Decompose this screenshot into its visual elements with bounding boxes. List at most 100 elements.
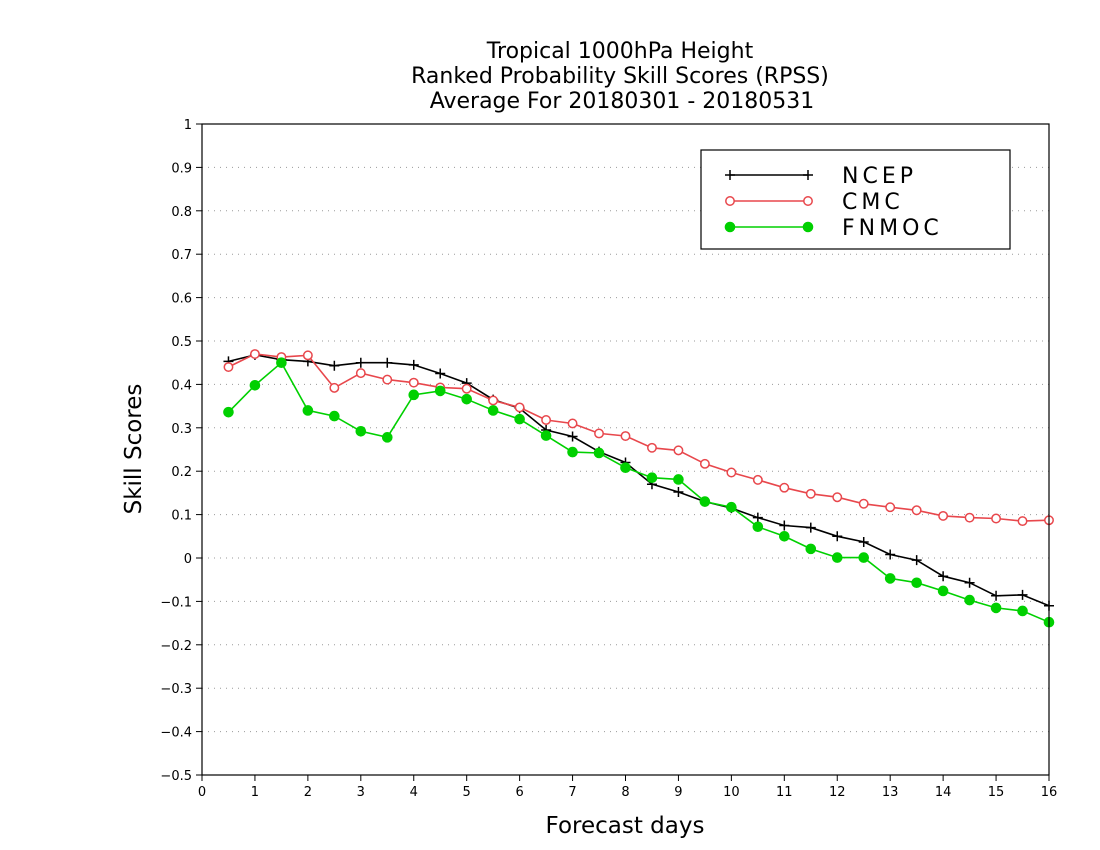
fnmoc-point xyxy=(540,430,552,441)
y-tick-label: 0.5 xyxy=(171,335,192,350)
x-tick-label: 3 xyxy=(357,785,365,800)
legend-marker xyxy=(725,170,735,180)
fnmoc-point xyxy=(779,531,790,542)
cmc-point xyxy=(885,502,896,513)
legend-marker xyxy=(803,196,813,206)
ncep-point xyxy=(779,520,790,531)
ncep-point xyxy=(885,549,896,560)
cmc-point xyxy=(938,510,949,521)
legend-label: FNMOC xyxy=(842,216,943,241)
legend-entry-ncep: NCEP xyxy=(725,164,917,189)
cmc-point xyxy=(382,374,393,385)
y-tick-label: 0.1 xyxy=(171,509,192,524)
fnmoc-point xyxy=(514,413,525,425)
x-tick-label: 16 xyxy=(1041,785,1058,800)
chart-title: Tropical 1000hPa Height Ranked Probabili… xyxy=(411,39,829,114)
series-cmc xyxy=(223,349,1054,527)
ncep-point xyxy=(991,590,1002,601)
x-tick-label: 13 xyxy=(882,785,899,800)
cmc-point xyxy=(779,482,790,493)
fnmoc-point xyxy=(487,405,499,416)
cmc-point xyxy=(355,368,366,379)
x-tick-label: 0 xyxy=(198,785,206,800)
ncep-point xyxy=(858,536,869,547)
x-tick-label: 5 xyxy=(463,785,471,800)
x-tick-label: 11 xyxy=(776,785,793,800)
cmc-point xyxy=(726,467,737,478)
fnmoc-point xyxy=(646,472,658,484)
ncep-point xyxy=(329,360,340,371)
fnmoc-point xyxy=(964,594,975,606)
x-tick-label: 7 xyxy=(568,785,576,800)
series-layer xyxy=(223,349,1055,628)
legend-entry-cmc: CMC xyxy=(725,190,904,215)
cmc-point xyxy=(329,382,340,393)
cmc-point xyxy=(858,498,869,509)
y-tick-label: 0.4 xyxy=(171,378,192,393)
series-fnmoc xyxy=(223,357,1055,628)
fnmoc-point xyxy=(329,410,340,422)
y-tick-label: 0.3 xyxy=(171,422,192,437)
fnmoc-point xyxy=(726,501,737,513)
x-tick-label: 1 xyxy=(251,785,259,800)
fnmoc-point xyxy=(461,393,472,405)
x-tick-label: 15 xyxy=(988,785,1005,800)
y-tick-label: −0.1 xyxy=(160,595,192,610)
cmc-point xyxy=(673,445,684,456)
fnmoc-point xyxy=(434,385,446,397)
y-tick-label: 0.7 xyxy=(171,248,192,263)
cmc-point xyxy=(567,418,578,429)
axis-ticks xyxy=(196,123,1050,781)
fnmoc-point xyxy=(937,585,949,597)
cmc-point xyxy=(832,492,843,503)
legend-marker xyxy=(803,170,813,180)
cmc-point xyxy=(991,513,1002,524)
cmc-point xyxy=(302,350,313,361)
x-tick-label: 9 xyxy=(674,785,682,800)
y-tick-label: 0 xyxy=(184,552,192,567)
cmc-point xyxy=(541,415,552,425)
fnmoc-point xyxy=(355,425,367,437)
legend-label: CMC xyxy=(842,190,904,215)
fnmoc-point xyxy=(249,379,261,391)
legend-label: NCEP xyxy=(842,164,917,189)
ncep-point xyxy=(911,555,922,566)
x-tick-labels: 0 1 2 3 4 5 6 7 8 9 10 11 12 13 14 15 16 xyxy=(198,785,1057,800)
ncep-point xyxy=(408,359,419,370)
ncep-point xyxy=(1017,589,1028,600)
cmc-point xyxy=(964,512,975,523)
y-tick-label: 0.6 xyxy=(171,292,192,307)
x-tick-label: 6 xyxy=(515,785,523,800)
fnmoc-point xyxy=(567,446,578,458)
fnmoc-point xyxy=(911,577,922,589)
x-tick-label: 14 xyxy=(935,785,952,800)
cmc-point xyxy=(805,488,816,499)
fnmoc-point xyxy=(302,405,314,416)
y-tick-label: 0.9 xyxy=(171,161,192,176)
y-tick-label: −0.4 xyxy=(160,726,192,741)
y-axis-label: Skill Scores xyxy=(121,384,147,515)
fnmoc-point xyxy=(408,389,420,401)
fnmoc-point xyxy=(276,357,287,369)
cmc-point xyxy=(1017,516,1028,527)
cmc-line xyxy=(228,353,1050,522)
fnmoc-point xyxy=(223,406,234,418)
cmc-point xyxy=(514,402,525,413)
title-line-1: Tropical 1000hPa Height xyxy=(486,39,754,64)
cmc-point xyxy=(752,474,763,485)
y-tick-label: 0.8 xyxy=(171,205,192,220)
y-tick-labels: −0.5 −0.4 −0.3 −0.2 −0.1 0 0.1 0.2 0.3 0.4 0.5 0.6 0… xyxy=(160,118,192,784)
ncep-point xyxy=(435,368,446,379)
fnmoc-line xyxy=(227,361,1050,623)
cmc-point xyxy=(594,428,604,439)
cmc-point xyxy=(249,349,260,359)
legend-entry-fnmoc: FNMOC xyxy=(724,216,943,241)
cmc-point xyxy=(911,505,922,516)
fnmoc-point xyxy=(381,432,393,443)
x-tick-label: 4 xyxy=(410,785,418,800)
title-line-3: Average For 20180301 - 20180531 xyxy=(430,89,815,114)
cmc-point xyxy=(488,395,499,406)
cmc-point xyxy=(620,431,631,441)
ncep-point xyxy=(752,512,763,523)
